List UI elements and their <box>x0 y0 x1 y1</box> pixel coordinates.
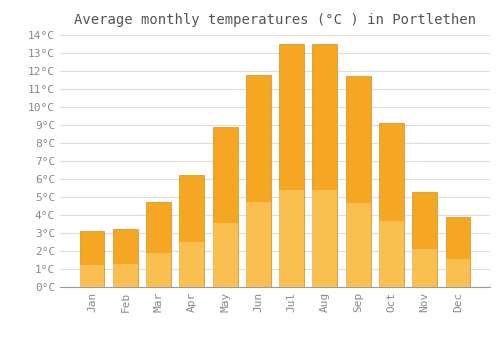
Bar <box>113 264 138 287</box>
Bar <box>446 217 470 287</box>
Bar <box>80 231 104 287</box>
Bar <box>312 44 338 287</box>
Bar <box>246 202 271 287</box>
Title: Average monthly temperatures (°C ) in Portlethen: Average monthly temperatures (°C ) in Po… <box>74 13 476 27</box>
Bar <box>246 75 271 287</box>
Bar <box>180 242 204 287</box>
Bar <box>212 127 238 287</box>
Bar <box>212 223 238 287</box>
Bar <box>412 191 437 287</box>
Bar <box>279 44 304 287</box>
Bar <box>279 190 304 287</box>
Bar <box>412 249 437 287</box>
Bar <box>180 175 204 287</box>
Bar <box>379 123 404 287</box>
Bar <box>146 253 171 287</box>
Bar <box>379 222 404 287</box>
Bar <box>446 259 470 287</box>
Bar <box>346 76 370 287</box>
Bar <box>346 203 370 287</box>
Bar <box>113 229 138 287</box>
Bar <box>80 265 104 287</box>
Bar <box>312 190 338 287</box>
Bar <box>146 202 171 287</box>
